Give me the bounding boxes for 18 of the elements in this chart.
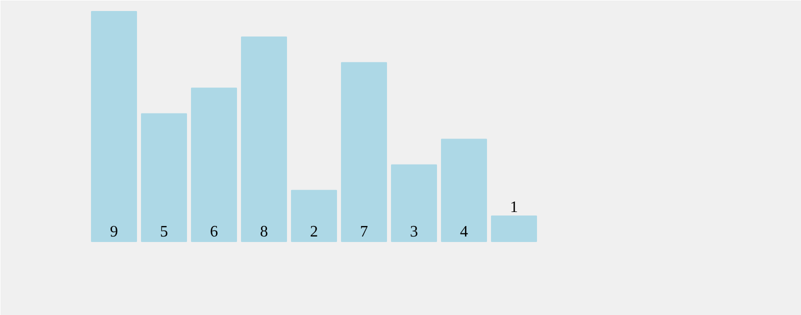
bar xyxy=(341,62,387,242)
bar xyxy=(491,215,537,242)
bar xyxy=(291,190,337,242)
bar xyxy=(391,164,437,242)
data-label: 8 xyxy=(260,224,268,240)
data-label: 3 xyxy=(410,224,418,240)
bar xyxy=(441,138,487,242)
data-label: 4 xyxy=(460,224,468,240)
bar xyxy=(91,11,137,242)
data-label: 6 xyxy=(210,224,218,240)
data-label: 5 xyxy=(160,224,168,240)
bar xyxy=(191,88,237,242)
bar xyxy=(241,36,287,242)
bar xyxy=(141,113,187,242)
data-label: 1 xyxy=(510,198,518,216)
data-label: 9 xyxy=(110,224,118,240)
data-label: 2 xyxy=(310,224,318,240)
data-label: 7 xyxy=(360,224,368,240)
